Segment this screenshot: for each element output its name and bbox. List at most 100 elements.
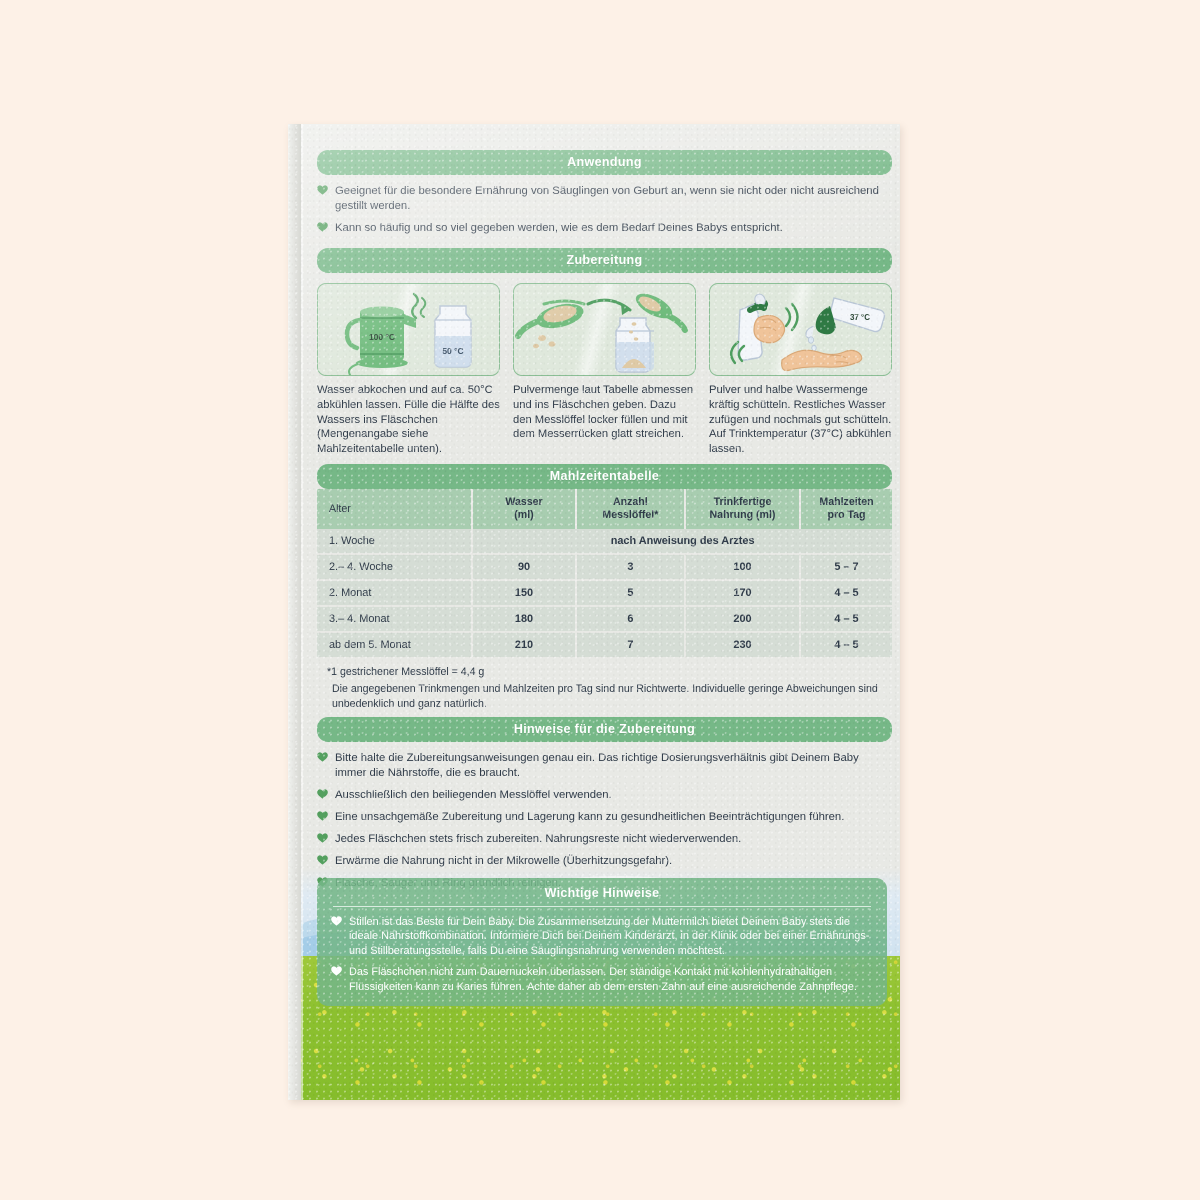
list-item-text: Stillen ist das Beste für Dein Baby. Die… [349, 915, 870, 957]
list-item: Das Fläschchen nicht zum Dauernuckeln üb… [331, 965, 873, 994]
cell-nahrung: 230 [685, 632, 801, 658]
column-header-nahrung-line1: Trinkfertige [713, 496, 772, 508]
shake-bottle-and-wrist-test-icon: 37 °C [709, 283, 892, 376]
svg-text:50 °C: 50 °C [442, 346, 463, 356]
package-content: Anwendung Geeignet für die besondere Ern… [301, 124, 900, 1100]
section-header-wichtige-hinweise: Wichtige Hinweise [544, 885, 660, 900]
cell-wasser: 150 [472, 580, 577, 608]
list-item: Geeignet für die besondere Ernährung von… [317, 184, 892, 214]
list-item-text: Das Fläschchen nicht zum Dauernuckeln üb… [349, 966, 857, 993]
column-header-mahlzeiten: Mahlzeiten pro Tag [800, 489, 892, 530]
column-header-wasser: Wasser (ml) [472, 489, 577, 530]
cell-wasser: 210 [472, 632, 577, 658]
footnote-scoop-weight: *1 gestrichener Messlöffel = 4,4 g [327, 666, 485, 679]
cell-alter: 3.– 4. Monat [317, 606, 474, 634]
cell-messloeffel: 3 [575, 554, 687, 582]
list-item: Kann so häufig und so viel gegeben werde… [317, 221, 892, 236]
heart-bullet-icon [317, 752, 328, 762]
cell-nahrung: 200 [685, 606, 801, 634]
list-item: Ausschließlich den beiliegenden Messlöff… [317, 788, 892, 803]
list-item-text: Bitte halte die Zubereitungsanweisungen … [335, 752, 859, 780]
list-item-text: Eine unsachgemäße Zubereitung und Lageru… [335, 811, 845, 824]
heart-bullet-icon [317, 185, 328, 195]
column-header-wasser-line1: Wasser [505, 496, 543, 508]
feeding-table: Alter Wasser (ml) Anzahl Messlöffel* Tri… [317, 489, 892, 658]
list-item-text: Jedes Fläschchen stets frisch zubereiten… [335, 833, 742, 846]
cell-mahlzeiten: 4 – 5 [800, 632, 892, 658]
cell-messloeffel: 5 [575, 580, 687, 608]
svg-text:100 °C: 100 °C [369, 332, 395, 342]
column-header-mahlzeiten-line1: Mahlzeiten [819, 496, 874, 508]
footnote-guideline-values: Die angegebenen Trinkmengen und Mahlzeit… [332, 683, 878, 710]
heart-bullet-icon [331, 915, 342, 926]
cell-wasser: 180 [472, 606, 577, 634]
heart-bullet-icon [317, 833, 328, 843]
table-header-row: Alter Wasser (ml) Anzahl Messlöffel* Tri… [317, 489, 892, 530]
cell-alter: 1. Woche [317, 529, 474, 556]
list-item: Bitte halte die Zubereitungsanweisungen … [317, 751, 892, 781]
list-item-text: Kann so häufig und so viel gegeben werde… [335, 222, 783, 235]
list-item: Erwärme die Nahrung nicht in der Mikrowe… [317, 854, 892, 869]
preparation-step-3: 37 °C Pulver und halbe Wassermenge kräft… [709, 283, 892, 457]
preparation-step-1-text: Wasser abkochen und auf ca. 50°C abkühle… [317, 384, 500, 456]
feeding-table-wrapper: Alter Wasser (ml) Anzahl Messlöffel* Tri… [317, 489, 892, 711]
cell-wasser: 90 [472, 554, 577, 582]
preparation-step-2-text: Pulvermenge laut Tabelle abmessen und in… [513, 384, 694, 441]
feeding-table-head: Alter Wasser (ml) Anzahl Messlöffel* Tri… [317, 489, 892, 530]
section-header-anwendung: Anwendung [317, 150, 892, 175]
preparation-steps: 100 °C 50 °C Wasser abkochen und auf ca.… [317, 283, 892, 457]
table-row: 3.– 4. Monat 180 6 200 4 – 5 [317, 606, 892, 634]
preparation-step-3-text: Pulver und halbe Wassermenge kräftig sch… [709, 384, 892, 456]
important-notes-panel: Wichtige Hinweise Stillen ist das Beste … [317, 877, 887, 1006]
table-row: 1. Woche nach Anweisung des Arztes [317, 529, 892, 556]
table-row: 2. Monat 150 5 170 4 – 5 [317, 580, 892, 608]
cell-alter: 2. Monat [317, 580, 474, 608]
column-header-messloeffel: Anzahl Messlöffel* [575, 489, 687, 530]
column-header-wasser-line2: (ml) [514, 509, 534, 522]
cell-mahlzeiten: 4 – 5 [800, 606, 892, 634]
column-header-mahlzeiten-line2: pro Tag [827, 509, 866, 522]
column-header-messloeffel-line1: Anzahl [613, 496, 648, 508]
cell-alter: ab dem 5. Monat [317, 632, 474, 658]
cell-messloeffel: 6 [575, 606, 687, 634]
list-item-text: Geeignet für die besondere Ernährung von… [335, 185, 879, 213]
table-row: 2.– 4. Woche 90 3 100 5 – 7 [317, 554, 892, 582]
section-header-mahlzeitentabelle: Mahlzeitentabelle [317, 464, 892, 489]
cell-alter: 2.– 4. Woche [317, 554, 474, 582]
kettle-and-bottle-icon: 100 °C 50 °C [317, 283, 500, 376]
cell-mahlzeiten: 5 – 7 [800, 554, 892, 582]
cell-nahrung: 100 [685, 554, 801, 582]
heart-bullet-icon [317, 855, 328, 865]
feeding-table-body: 1. Woche nach Anweisung des Arztes 2.– 4… [317, 529, 892, 658]
column-header-nahrung-line2: Nahrung (ml) [709, 509, 776, 522]
heart-bullet-icon [317, 222, 328, 232]
list-item: Eine unsachgemäße Zubereitung und Lageru… [317, 810, 892, 825]
svg-text:37 °C: 37 °C [850, 313, 870, 322]
cell-nahrung: 170 [685, 580, 801, 608]
heart-bullet-icon [331, 966, 342, 976]
table-footnotes: *1 gestrichener Messlöffel = 4,4 g Die a… [317, 665, 892, 711]
anwendung-bullet-list: Geeignet für die besondere Ernährung von… [317, 184, 892, 236]
preparation-step-2: Pulvermenge laut Tabelle abmessen und in… [513, 283, 696, 457]
section-header-zubereitung: Zubereitung [317, 248, 892, 273]
package-spine-edge [301, 124, 303, 1100]
column-header-messloeffel-line2: Messlöffel* [602, 509, 659, 522]
divider [333, 905, 871, 907]
list-item: Jedes Fläschchen stets frisch zubereiten… [317, 832, 892, 847]
package-spine-fold [288, 124, 301, 1100]
cell-doctor-instruction: nach Anweisung des Arztes [472, 529, 892, 556]
cell-messloeffel: 7 [575, 632, 687, 658]
hinweise-zubereitung-bullet-list: Bitte halte die Zubereitungsanweisungen … [317, 751, 892, 891]
heart-bullet-icon [317, 789, 328, 799]
table-row: ab dem 5. Monat 210 7 230 4 – 5 [317, 632, 892, 658]
list-item-text: Ausschließlich den beiliegenden Messlöff… [335, 789, 612, 802]
column-header-nahrung: Trinkfertige Nahrung (ml) [685, 489, 801, 530]
heart-bullet-icon [317, 811, 328, 821]
measuring-spoon-into-bottle-icon [513, 283, 696, 376]
cell-mahlzeiten: 4 – 5 [800, 580, 892, 608]
column-header-alter: Alter [317, 489, 474, 530]
list-item-text: Erwärme die Nahrung nicht in der Mikrowe… [335, 855, 673, 868]
section-header-hinweise-zubereitung: Hinweise für die Zubereitung [317, 717, 892, 742]
product-package-back-panel: Anwendung Geeignet für die besondere Ern… [288, 124, 900, 1100]
list-item: Stillen ist das Beste für Dein Baby. Die… [331, 915, 873, 959]
